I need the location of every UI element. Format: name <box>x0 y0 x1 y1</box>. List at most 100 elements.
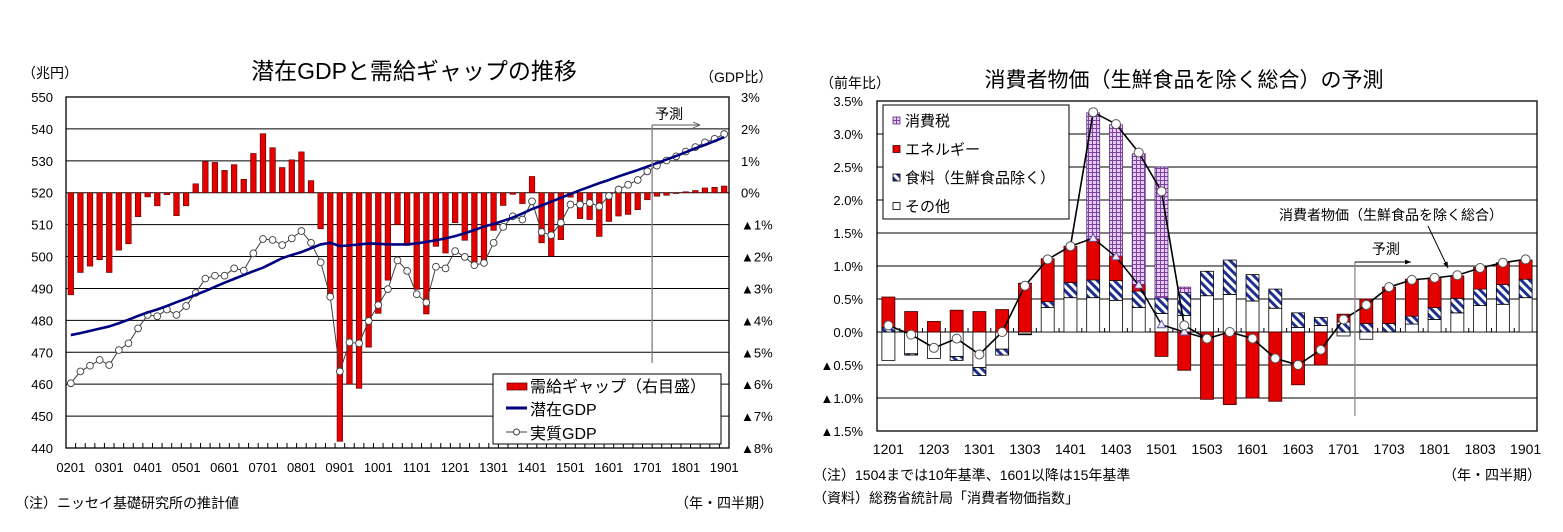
real-gdp-point <box>316 258 325 267</box>
real-gdp-point <box>432 262 440 271</box>
y-tick-label-left: 550 <box>31 90 53 105</box>
output-gap-bar <box>86 192 94 267</box>
bar-segment-other <box>1200 295 1214 333</box>
y-tick-label-right: ▲2% <box>741 250 773 265</box>
real-gdp-point <box>86 361 94 370</box>
right-legend: 消費税 エネルギー 食料（生鮮食品除く） その他 <box>882 104 1070 220</box>
output-gap-bar <box>336 192 343 442</box>
real-gdp-point <box>259 235 267 243</box>
bar-segment-other <box>1427 319 1442 333</box>
output-gap-bar <box>125 192 132 245</box>
left-plot-border <box>65 96 730 449</box>
x-tick-label: 1203 <box>918 441 949 457</box>
y-tick-label-left: 530 <box>31 154 53 169</box>
bar-segment-food <box>972 367 987 376</box>
core-cpi-point <box>1088 107 1099 118</box>
y-tick-label-right: ▲7% <box>741 409 773 424</box>
x-tick-label: 0201 <box>56 460 85 475</box>
bar-segment-other <box>1063 297 1078 333</box>
bar-segment-food <box>1154 297 1169 314</box>
output-gap-bar <box>77 192 84 273</box>
output-gap-bar <box>701 187 709 194</box>
bar-segment-energy <box>1063 245 1078 283</box>
food-swatch-icon <box>892 173 901 182</box>
bar-segment-food <box>1268 288 1283 309</box>
right-axis-labels: 3.5% 3.0% 2.5% 2.0% 1.5% 1.0% 0.5% 0.0% ▲0.5% ▲1.… <box>821 94 1542 457</box>
real-gdp-point <box>556 218 565 227</box>
output-gap-bar <box>721 185 728 194</box>
output-gap-bar <box>404 192 411 246</box>
output-gap-bar <box>317 192 324 230</box>
output-gap-bar <box>644 192 651 201</box>
real-gdp-point <box>374 301 383 309</box>
output-gap-bar <box>250 153 257 194</box>
output-gap-bar <box>538 192 545 244</box>
real-gdp-point <box>412 290 421 299</box>
x-tick-label: 1601 <box>594 460 623 475</box>
core-cpi-point <box>1452 270 1463 281</box>
left-axis-labels: 550 3% 540 2% 530 1% 520 0% 510 ▲1% 500 ▲2% 490 ▲3% 48… <box>31 90 773 475</box>
bar-segment-other <box>1291 326 1305 333</box>
y-tick-label: 1.0% <box>833 259 863 274</box>
core-cpi-point <box>1156 186 1167 197</box>
y-tick-label-right: ▲5% <box>741 345 773 360</box>
y-tick-label: 0.0% <box>833 325 863 340</box>
core-cpi-point <box>1042 254 1053 265</box>
left-y-axis-unit: （兆円） <box>22 65 78 81</box>
output-gap-bar <box>163 192 170 195</box>
real-gdp-point <box>249 249 258 258</box>
real-gdp-point <box>720 130 729 138</box>
y-tick-label-left: 480 <box>31 313 53 328</box>
right-chart-y-axis-unit: （前年比） <box>820 75 890 91</box>
y-tick-label-left: 520 <box>31 186 53 201</box>
y-tick-label: 3.0% <box>833 127 863 142</box>
right-chart: 消費者物価（生鮮食品を除く総合）の予測 （前年比） 予測 3.5% 3.0% 2.5… <box>813 69 1541 506</box>
bar-segment-food <box>1222 259 1237 295</box>
cpi-ex-tax-point <box>1110 251 1121 261</box>
left-chart: 潜在GDPと需給ギャップの推移 （兆円） （GDP比） 予測 550 3% 540 2… <box>15 58 773 511</box>
x-tick-label: 0501 <box>172 460 201 475</box>
bar-segment-food <box>1109 280 1123 301</box>
core-cpi-point <box>1270 353 1281 364</box>
bar-segment-food <box>1086 279 1101 299</box>
output-gap-bar <box>432 192 440 247</box>
real-gdp-point <box>528 197 536 206</box>
core-cpi-point <box>1293 360 1304 370</box>
right-plot-border <box>876 100 1538 432</box>
core-cpi-annotation: 消費者物価（生鮮食品を除く総合） <box>1279 207 1503 223</box>
bar-segment-food <box>904 353 919 356</box>
real-gdp-point <box>499 223 508 231</box>
output-gap-bar <box>346 192 353 385</box>
bar-segment-food <box>1382 323 1396 333</box>
x-tick-label: 1001 <box>364 460 393 475</box>
x-tick-label: 1303 <box>1009 441 1040 457</box>
x-tick-label: 1703 <box>1373 441 1404 457</box>
cpi-ex-tax-point <box>1179 326 1190 336</box>
real-gdp-point <box>595 202 604 211</box>
y-tick-label-right: 3% <box>741 90 760 105</box>
bar-segment-other <box>1040 307 1055 333</box>
output-gap-bar <box>307 180 315 194</box>
core-cpi-point <box>1361 299 1372 310</box>
core-cpi-point <box>1429 272 1440 283</box>
x-tick-label: 0401 <box>133 460 162 475</box>
output-gap-bar <box>384 192 391 281</box>
output-gap-bar <box>269 147 276 194</box>
x-tick-label: 0701 <box>249 460 278 475</box>
bar-segment-food <box>1404 315 1419 325</box>
legend-label-other: その他 <box>905 199 950 216</box>
cpi-ex-tax-point <box>1133 279 1144 289</box>
real-gdp-point <box>422 298 431 307</box>
real-gdp-point <box>124 339 133 348</box>
bar-segment-energy <box>904 311 919 333</box>
real-gdp-point <box>326 292 335 301</box>
real-gdp-point <box>211 271 219 280</box>
right-y-axis-unit: （GDP比） <box>700 69 772 85</box>
legend-label-real-gdp: 実質GDP <box>530 425 597 443</box>
core-cpi-point <box>1110 119 1121 130</box>
bar-segment-food <box>995 348 1010 356</box>
real-gdp-point <box>547 231 556 240</box>
y-tick-label-left: 490 <box>31 281 53 296</box>
potential-gdp-line <box>70 135 725 337</box>
core-cpi-point <box>906 329 917 340</box>
